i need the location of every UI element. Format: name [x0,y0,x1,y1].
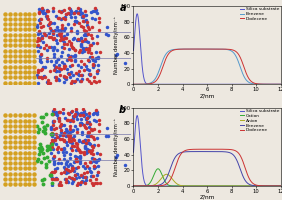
Silica substrate [170,83,173,85]
Cation [279,185,282,187]
Silica substrate [243,83,246,85]
Benzene [199,48,202,50]
Line: Benzene: Benzene [133,49,281,84]
Anion [279,185,282,187]
Dodecene [169,177,173,179]
Silica substrate [219,83,222,85]
Benzene [132,185,135,187]
X-axis label: Z/nm: Z/nm [199,195,215,200]
Dodecene [198,148,202,150]
Dodecene [202,48,205,50]
Cation [170,185,173,187]
Benzene [158,184,161,186]
Silica substrate [158,185,162,187]
Silica substrate [219,185,222,187]
Silica substrate [230,185,234,187]
Anion [170,177,173,179]
Text: a: a [120,3,126,13]
Silica substrate [230,83,234,85]
Line: Cation: Cation [133,169,281,186]
Y-axis label: Number density/nm⁻³: Number density/nm⁻³ [114,16,119,74]
Anion [132,185,135,187]
Cation [156,168,160,170]
Cation [132,185,135,187]
Line: Anion: Anion [133,174,281,186]
Benzene [132,83,135,85]
Silica substrate [253,185,256,187]
Cation [199,185,202,187]
Legend: Silica substrate, Cation, Anion, Benzene, Dodecene: Silica substrate, Cation, Anion, Benzene… [239,109,280,133]
Dodecene [169,50,173,52]
Benzene [198,48,202,50]
Silica substrate [132,49,135,52]
Silica substrate [243,185,246,187]
Benzene [279,185,282,187]
Silica substrate [253,83,256,85]
Benzene [243,178,246,180]
Cation [230,185,234,187]
Silica substrate [279,185,282,187]
Benzene [169,165,173,167]
Dodecene [219,148,222,150]
Anion [243,185,246,187]
Line: Dodecene: Dodecene [133,149,281,186]
Benzene [169,49,173,51]
Line: Benzene: Benzene [133,152,281,186]
Benzene [204,150,207,153]
Dodecene [219,48,222,50]
Anion [165,173,168,175]
Y-axis label: Number density/nm⁻³: Number density/nm⁻³ [114,118,119,176]
Silica substrate [199,83,202,85]
Silica substrate [135,114,139,117]
Silica substrate [158,83,162,85]
Dodecene [198,48,202,50]
Dodecene [279,83,282,85]
Dodecene [158,74,161,77]
Dodecene [132,185,135,187]
Dodecene [208,148,212,150]
Dodecene [230,49,234,51]
Cation [158,169,162,171]
Dodecene [279,185,282,187]
Anion [230,185,234,187]
Silica substrate [170,185,173,187]
Benzene [243,76,246,79]
Anion [219,185,222,187]
Anion [158,179,161,182]
Line: Dodecene: Dodecene [133,49,281,84]
Cation [219,185,222,187]
Silica substrate [132,151,135,153]
Benzene [219,48,222,50]
Dodecene [132,83,135,85]
Benzene [279,83,282,85]
Benzene [219,150,222,153]
Silica substrate [199,185,202,187]
Benzene [198,150,202,153]
Benzene [230,50,234,53]
Dodecene [230,149,234,151]
Dodecene [243,165,246,167]
Text: b: b [119,105,126,115]
Silica substrate [279,83,282,85]
X-axis label: Z/nm: Z/nm [199,93,215,98]
Benzene [230,153,234,155]
Benzene [158,68,161,71]
Cation [243,185,246,187]
Dodecene [243,67,246,70]
Silica substrate [135,13,139,15]
Anion [199,185,202,187]
Line: Silica substrate: Silica substrate [133,14,281,84]
Legend: Silica substrate, Benzene, Dodecene: Silica substrate, Benzene, Dodecene [239,7,280,21]
Dodecene [158,185,161,187]
Line: Silica substrate: Silica substrate [133,116,281,186]
